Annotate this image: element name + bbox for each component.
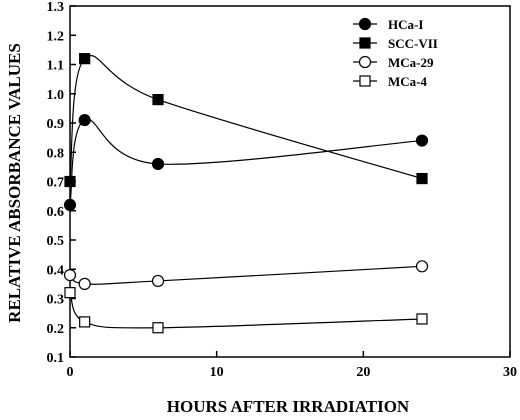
y-tick-label: 1.0 bbox=[47, 88, 65, 103]
y-axis-title: RELATIVE ABSORBANCE VALUES bbox=[5, 43, 24, 323]
series-line-mca-29 bbox=[69, 265, 423, 285]
x-tick-label: 0 bbox=[67, 365, 74, 380]
y-tick-label: 0.3 bbox=[47, 293, 65, 308]
legend-label: MCa-4 bbox=[388, 74, 427, 89]
legend-label: HCa-I bbox=[388, 17, 423, 32]
series-scc-vii bbox=[64, 53, 428, 188]
legend-marker-scc-vii bbox=[359, 37, 371, 49]
data-point-mca-4 bbox=[152, 322, 164, 334]
data-point-scc-vii bbox=[416, 172, 428, 185]
legend: HCa-I SCC-VII MCa-29 MCa-4 bbox=[353, 17, 438, 89]
legend-item-scc-vii: SCC-VII bbox=[353, 36, 438, 51]
legend-item-mca-4: MCa-4 bbox=[353, 74, 427, 89]
plot-frame bbox=[69, 5, 511, 358]
y-tick-label: 0.1 bbox=[47, 351, 65, 366]
data-point-hca-i bbox=[78, 113, 91, 127]
data-point-scc-vii bbox=[64, 175, 76, 188]
data-point-hca-i bbox=[415, 134, 429, 147]
legend-marker-mca-4 bbox=[359, 75, 371, 87]
y-tick-label: 0.6 bbox=[47, 205, 65, 220]
legend-label: SCC-VII bbox=[388, 36, 438, 51]
series-mca-4 bbox=[64, 287, 428, 334]
x-axis-title: HOURS AFTER IRRADIATION bbox=[167, 397, 410, 416]
legend-marker-hca-i bbox=[358, 17, 372, 31]
series-mca-29 bbox=[63, 260, 429, 290]
data-point-mca-4 bbox=[416, 313, 428, 325]
legend-item-hca-i: HCa-I bbox=[353, 17, 423, 32]
y-tick-label: 1.2 bbox=[47, 29, 65, 44]
legend-marker-mca-29 bbox=[358, 55, 372, 69]
series-hca-i bbox=[63, 113, 429, 211]
series-layer bbox=[63, 53, 429, 334]
data-point-mca-29 bbox=[78, 277, 91, 290]
y-tick-label: 0.8 bbox=[47, 146, 65, 161]
data-point-mca-29 bbox=[63, 269, 77, 282]
data-point-mca-4 bbox=[79, 316, 91, 328]
y-tick-label: 1.3 bbox=[47, 0, 65, 15]
y-tick-label: 0.9 bbox=[47, 117, 65, 132]
data-point-mca-4 bbox=[64, 287, 76, 299]
x-tick-label: 10 bbox=[210, 365, 224, 380]
y-tick-label: 0.5 bbox=[47, 234, 65, 249]
legend-item-mca-29: MCa-29 bbox=[353, 55, 434, 70]
data-point-hca-i bbox=[151, 157, 165, 171]
series-line-mca-4 bbox=[69, 292, 423, 329]
data-point-scc-vii bbox=[79, 53, 91, 65]
series-line-hca-i bbox=[69, 118, 423, 206]
data-point-mca-29 bbox=[151, 274, 165, 288]
legend-label: MCa-29 bbox=[388, 55, 434, 70]
x-tick-label: 30 bbox=[503, 365, 517, 380]
data-point-hca-i bbox=[63, 198, 77, 211]
data-point-mca-29 bbox=[415, 260, 429, 273]
y-tick-label: 0.7 bbox=[47, 176, 65, 191]
x-tick-label: 20 bbox=[356, 365, 370, 380]
y-tick-label: 1.1 bbox=[47, 59, 65, 74]
x-axis: 0 10 20 30 bbox=[67, 351, 517, 380]
data-point-scc-vii bbox=[152, 93, 164, 106]
y-tick-label: 0.2 bbox=[47, 322, 65, 337]
y-axis: 0.1 0.2 0.3 0.4 0.5 0.6 0.7 0.8 0.9 1.0 1.1 1.2 1.3 bbox=[47, 0, 76, 366]
y-tick-label: 0.4 bbox=[47, 263, 65, 278]
series-line-scc-vii bbox=[69, 55, 423, 182]
